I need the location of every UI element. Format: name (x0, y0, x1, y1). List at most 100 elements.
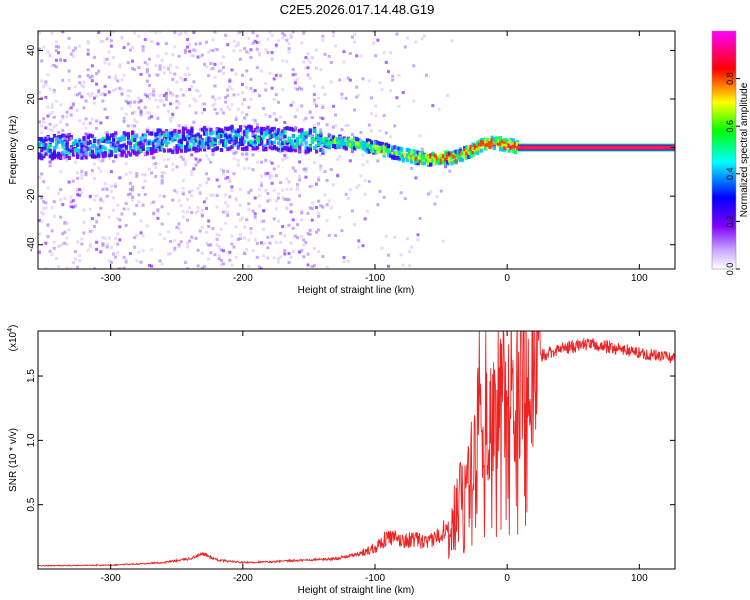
bottom-x-tick-label: -200 (233, 573, 253, 584)
heatmap-cell (44, 137, 48, 142)
heatmap-noise-cell (264, 88, 268, 92)
heatmap-cell (302, 136, 306, 141)
heatmap-noise-cell (340, 92, 344, 96)
heatmap-cell (90, 154, 95, 159)
heatmap-noise-cell (105, 242, 109, 246)
heatmap-noise-cell (38, 251, 41, 255)
heatmap-noise-cell (120, 92, 124, 96)
heatmap-cell (361, 145, 365, 150)
heatmap-noise-cell (78, 259, 82, 263)
heatmap-noise-cell (164, 98, 168, 102)
heatmap-noise-cell (334, 124, 338, 128)
heatmap-cell (126, 138, 131, 143)
heatmap-cell (253, 127, 257, 132)
heatmap-noise-cell (238, 147, 242, 151)
heatmap-noise-cell (249, 97, 253, 101)
heatmap-noise-cell (247, 264, 251, 268)
heatmap-noise-cell (287, 223, 291, 227)
heatmap-noise-cell (128, 187, 132, 191)
heatmap-noise-cell (295, 183, 299, 187)
heatmap-noise-cell (63, 221, 67, 225)
heatmap-noise-cell (215, 48, 219, 52)
heatmap-cell (346, 139, 351, 144)
heatmap-cell (44, 143, 48, 148)
heatmap-noise-cell (57, 130, 61, 134)
heatmap-cell (120, 137, 124, 142)
heatmap-noise-cell (211, 61, 215, 65)
heatmap-noise-cell (59, 198, 63, 202)
heatmap-cell (107, 149, 112, 154)
heatmap-noise-cell (270, 56, 274, 60)
heatmap-noise-cell (308, 232, 312, 236)
heatmap-cell (386, 153, 391, 158)
heatmap-cell (198, 134, 203, 139)
heatmap-noise-cell (306, 211, 310, 215)
heatmap-noise-cell (90, 64, 94, 68)
heatmap-noise-cell (315, 48, 319, 52)
heatmap-noise-cell (240, 135, 244, 139)
heatmap-noise-cell (48, 249, 52, 253)
heatmap-cell (477, 146, 482, 151)
heatmap-cell (338, 140, 342, 145)
heatmap-noise-cell (133, 110, 137, 114)
heatmap-noise-cell (283, 249, 287, 253)
heatmap-noise-cell (255, 160, 259, 164)
heatmap-cell (420, 161, 425, 166)
heatmap-cell (137, 147, 141, 152)
heatmap-cell (293, 148, 298, 153)
heatmap-noise-cell (166, 66, 170, 70)
heatmap-cell (393, 150, 397, 155)
heatmap-noise-cell (137, 145, 141, 149)
heatmap-cell (171, 133, 175, 138)
heatmap-cell (224, 133, 228, 138)
heatmap-noise-cell (207, 125, 211, 129)
heatmap-noise-cell (270, 181, 274, 185)
heatmap-noise-cell (52, 115, 56, 119)
heatmap-noise-cell (219, 227, 223, 231)
heatmap-noise-cell (198, 229, 202, 233)
heatmap-cell (386, 143, 391, 148)
heatmap-noise-cell (198, 183, 202, 187)
heatmap-noise-cell (196, 209, 200, 213)
heatmap-cell (114, 154, 118, 159)
heatmap-noise-cell (186, 210, 190, 214)
heatmap-noise-cell (177, 124, 181, 128)
heatmap-noise-cell (338, 155, 342, 159)
heatmap-noise-cell (361, 163, 365, 167)
heatmap-noise-cell (52, 88, 56, 92)
heatmap-noise-cell (202, 62, 206, 66)
heatmap-noise-cell (152, 162, 156, 166)
heatmap-noise-cell (209, 144, 213, 148)
heatmap-noise-cell (293, 126, 297, 130)
heatmap-noise-cell (264, 158, 268, 162)
heatmap-noise-cell (215, 243, 219, 247)
heatmap-cell (355, 137, 359, 142)
heatmap-noise-cell (99, 160, 103, 164)
heatmap-cell (437, 159, 441, 164)
heatmap-cell (120, 153, 124, 158)
heatmap-noise-cell (92, 96, 96, 100)
heatmap-noise-cell (99, 121, 103, 125)
heatmap-noise-cell (48, 122, 52, 126)
heatmap-cell (164, 139, 169, 144)
heatmap-noise-cell (298, 149, 302, 153)
heatmap-noise-cell (236, 163, 240, 167)
heatmap-cell (382, 147, 386, 152)
heatmap-noise-cell (251, 118, 255, 122)
heatmap-cell (315, 133, 319, 138)
heatmap-cell (207, 142, 211, 147)
heatmap-cell (456, 156, 460, 161)
heatmap-noise-cell (274, 174, 278, 178)
heatmap-noise-cell (171, 115, 175, 119)
heatmap-noise-cell (150, 264, 154, 268)
heatmap-noise-cell (169, 252, 173, 256)
heatmap-noise-cell (196, 55, 200, 59)
heatmap-cell (234, 136, 238, 141)
heatmap-cell (270, 134, 274, 139)
bottom-y-tick-label: 1.0 (26, 433, 37, 447)
heatmap-cell (344, 141, 348, 146)
heatmap-noise-cell (59, 170, 63, 174)
heatmap-cell (230, 144, 234, 149)
heatmap-cell (135, 152, 139, 157)
heatmap-noise-cell (65, 132, 69, 136)
